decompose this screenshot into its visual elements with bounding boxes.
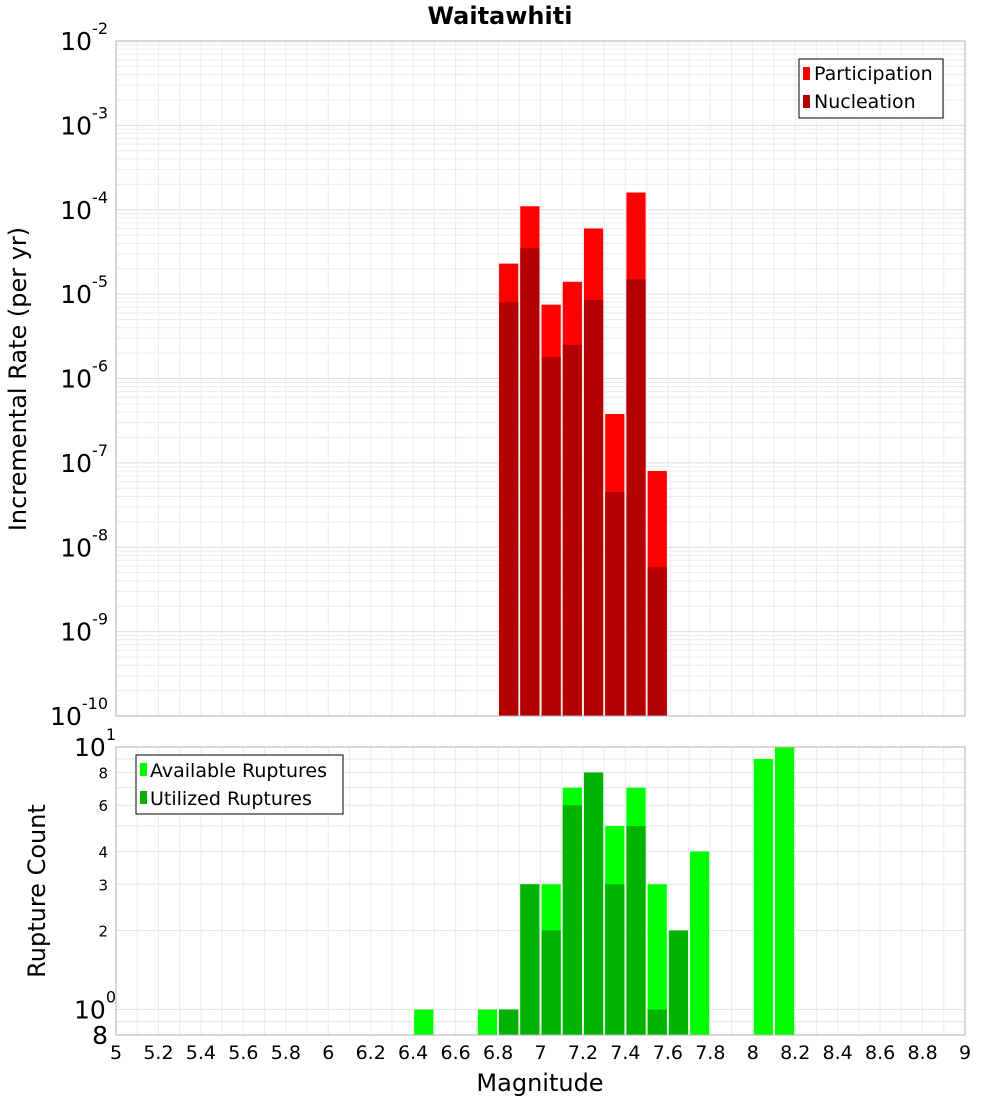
bottom-legend-box (135, 754, 344, 815)
top-legend-box (798, 58, 944, 119)
top-y-tick-label: 10-7 (60, 441, 108, 478)
x-tick-label: 5 (110, 1042, 122, 1064)
x-tick-label: 5.2 (143, 1042, 173, 1064)
bottom-bar-utilized-ruptures (562, 805, 582, 1035)
bottom-bar-utilized-ruptures (520, 884, 540, 1035)
bottom-bar-utilized-ruptures (605, 884, 625, 1035)
x-tick-label: 5.4 (186, 1042, 216, 1064)
bottom-bar-utilized-ruptures (626, 826, 646, 1035)
bottom-bars (414, 747, 795, 1035)
bottom-plot-border (115, 746, 966, 1036)
bottom-bar-utilized-ruptures (668, 930, 689, 1035)
top-bar-nucleation (541, 356, 561, 716)
top-y-tick-label: 10-8 (60, 525, 108, 562)
bottom-bar-available-ruptures (690, 851, 710, 1035)
x-tick-label: 9 (959, 1042, 971, 1064)
legend-label-participation: Participation (814, 63, 933, 85)
top-y-tick-label: 10-6 (60, 357, 108, 394)
x-tick-label: 6.8 (483, 1042, 513, 1064)
bottom-y-axis-title: Rupture Count (23, 804, 51, 978)
x-tick-label: 8.6 (865, 1042, 895, 1064)
top-y-tick-label: 10-3 (60, 103, 108, 140)
legend-swatch-nucleation (803, 95, 810, 108)
x-tick-label: 5.8 (271, 1042, 301, 1064)
legend-swatch-available (140, 763, 147, 776)
x-tick-label: 8.4 (823, 1042, 853, 1064)
legend-label-utilized: Utilized Ruptures (150, 788, 312, 810)
top-bar-nucleation (499, 302, 519, 716)
legend-label-nucleation: Nucleation (814, 91, 916, 113)
legend-swatch-utilized (140, 791, 147, 804)
top-y-axis-title: Incremental Rate (per yr) (4, 227, 32, 531)
bottom-y-tick-label-minor: 8 (98, 764, 108, 782)
x-tick-label: 6 (322, 1042, 334, 1064)
bottom-bar-available-ruptures (477, 1009, 498, 1035)
x-tick-label: 5.6 (228, 1042, 258, 1064)
legend-label-available: Available Ruptures (150, 760, 327, 782)
x-tick-label: 8 (747, 1042, 759, 1064)
bottom-bar-utilized-ruptures (541, 930, 561, 1035)
bottom-bar-available-ruptures (774, 747, 795, 1035)
x-tick-label: 8.8 (907, 1042, 937, 1064)
bottom-bar-utilized-ruptures (499, 1009, 519, 1035)
top-bar-nucleation (626, 279, 646, 716)
legend-swatch-participation (803, 67, 810, 80)
x-tick-label: 8.2 (780, 1042, 810, 1064)
bottom-bar-available-ruptures (647, 884, 667, 1035)
bottom-y-tick-label-minor: 4 (98, 843, 108, 861)
bottom-bar-available-ruptures (753, 759, 773, 1035)
bottom-y-tick-label-major: 101 (74, 725, 116, 762)
top-plot-border (115, 40, 966, 717)
top-bar-nucleation (520, 248, 540, 717)
top-legend: Participation Nucleation (798, 58, 944, 119)
x-tick-label: 7 (534, 1042, 546, 1064)
top-y-tick-label: 10-4 (60, 188, 108, 225)
bottom-y-tick-label-minor: 3 (98, 876, 108, 894)
top-bar-nucleation (562, 344, 582, 716)
bottom-y-tick-label-minor: 6 (98, 797, 108, 815)
bottom-bar-available-ruptures (414, 1009, 434, 1035)
top-y-tick-label: 10-2 (60, 19, 108, 56)
x-tick-label: 7.2 (568, 1042, 598, 1064)
bottom-legend: Available Ruptures Utilized Ruptures (135, 754, 344, 815)
x-tick-label: 7.8 (695, 1042, 725, 1064)
x-tick-label: 6.6 (440, 1042, 470, 1064)
top-bars (499, 192, 667, 717)
top-y-tick-label: 10-10 (50, 694, 108, 731)
bottom-y-tick-label-major: 100 (74, 988, 116, 1025)
bottom-bar-utilized-ruptures (647, 1009, 667, 1035)
top-bar-nucleation (583, 300, 604, 716)
chart-title: Waitawhiti (428, 2, 573, 30)
x-tick-label: 7.6 (653, 1042, 683, 1064)
x-axis-title: Magnitude (476, 1069, 603, 1097)
x-ticks: 5 5.2 5.4 5.6 5.8 6 6.2 6.4 6.6 6.8 7 7.2 7.4 7.6 7.8 8… (110, 1042, 971, 1064)
top-grid (115, 41, 966, 717)
top-bar-nucleation (647, 567, 667, 716)
x-tick-label: 7.4 (610, 1042, 640, 1064)
top-y-tick-label: 10-5 (60, 272, 108, 309)
x-tick-label: 6.4 (398, 1042, 428, 1064)
bottom-bar-utilized-ruptures (583, 772, 604, 1035)
x-tick-label: 6.2 (356, 1042, 386, 1064)
top-y-tick-label: 10-9 (60, 610, 108, 647)
bottom-y-tick-label-minor: 2 (98, 923, 108, 941)
top-y-ticks: 10-2 10-3 10-4 10-5 10-6 10-7 10-8 10-9 10-10 (50, 19, 108, 731)
bottom-y-tick-label-minor: 8 (92, 1021, 108, 1050)
top-bar-nucleation (605, 492, 625, 716)
